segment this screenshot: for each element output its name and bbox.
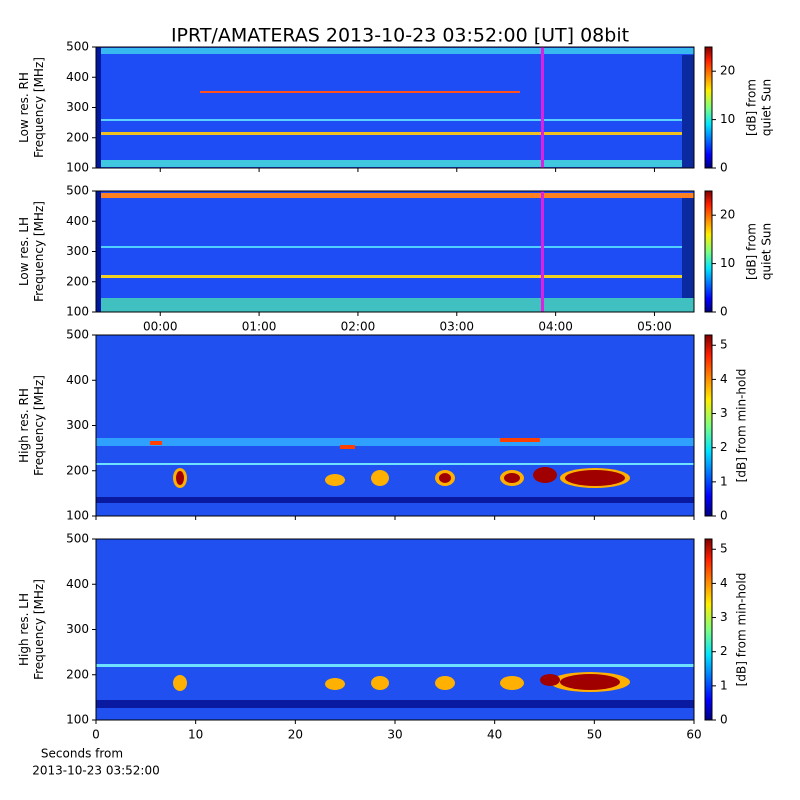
x-tick-label: 02:00 bbox=[341, 320, 376, 334]
colorbar bbox=[704, 334, 713, 517]
y-axis-label: Low res. LH bbox=[17, 217, 31, 286]
colorbar-tick-label: 2 bbox=[720, 644, 728, 658]
colorbar-tick-label: 3 bbox=[720, 406, 728, 420]
x-tick-label: 60 bbox=[686, 728, 701, 742]
y-tick-label: 500 bbox=[66, 328, 89, 342]
colorbar-tick-label: 0 bbox=[720, 713, 728, 727]
spectrogram-texture bbox=[96, 47, 694, 720]
colorbar-tick-label: 0 bbox=[720, 509, 728, 523]
y-tick-label: 300 bbox=[66, 100, 89, 114]
y-axis-label: Low res. RH bbox=[17, 72, 31, 143]
y-tick-label: 400 bbox=[66, 577, 89, 591]
y-tick-label: 200 bbox=[66, 130, 89, 144]
colorbar-tick-label: 0 bbox=[720, 161, 728, 175]
y-tick-label: 200 bbox=[66, 667, 89, 681]
y-tick-label: 200 bbox=[66, 463, 89, 477]
colorbar-tick-label: 5 bbox=[720, 542, 728, 556]
colorbar-label: quiet Sun bbox=[760, 223, 774, 280]
colorbar-tick-label: 4 bbox=[720, 576, 728, 590]
figure-title: IPRT/AMATERAS 2013-10-23 03:52:00 [UT] 0… bbox=[171, 25, 629, 47]
colorbar-label: [dB] from min-hold bbox=[735, 369, 749, 483]
x-tick-label: 04:00 bbox=[538, 320, 573, 334]
y-tick-label: 500 bbox=[66, 40, 89, 54]
x-tick-label: 03:00 bbox=[439, 320, 474, 334]
x-tick-label: 00:00 bbox=[143, 320, 178, 334]
colorbar bbox=[704, 46, 713, 169]
y-axis-label: Frequency [MHz] bbox=[32, 579, 46, 680]
x-tick-label: 30 bbox=[387, 728, 402, 742]
colorbar-tick-label: 10 bbox=[720, 112, 735, 126]
x-tick-label: 0 bbox=[92, 728, 100, 742]
y-tick-label: 100 bbox=[66, 713, 89, 727]
y-tick-label: 300 bbox=[66, 622, 89, 636]
x-tick-label: 05:00 bbox=[637, 320, 672, 334]
y-tick-label: 300 bbox=[66, 418, 89, 432]
y-axis-label: High res. LH bbox=[17, 593, 31, 666]
colorbar-tick-label: 1 bbox=[720, 678, 728, 692]
y-tick-label: 400 bbox=[66, 70, 89, 84]
colorbar-tick-label: 0 bbox=[720, 305, 728, 319]
y-tick-label: 200 bbox=[66, 274, 89, 288]
x-axis-label: Seconds from bbox=[41, 747, 123, 761]
y-axis-label: Frequency [MHz] bbox=[32, 375, 46, 476]
colorbar-tick-label: 20 bbox=[720, 208, 735, 222]
colorbar-tick-label: 20 bbox=[720, 64, 735, 78]
colorbar-tick-label: 5 bbox=[720, 338, 728, 352]
colorbar-tick-label: 10 bbox=[720, 256, 735, 270]
colorbar-tick-label: 3 bbox=[720, 610, 728, 624]
x-axis-label: 2013-10-23 03:52:00 bbox=[32, 764, 159, 778]
x-tick-label: 40 bbox=[487, 728, 502, 742]
colorbar-label: quiet Sun bbox=[760, 79, 774, 136]
y-tick-label: 100 bbox=[66, 161, 89, 175]
y-axis-label: Frequency [MHz] bbox=[32, 201, 46, 302]
y-tick-label: 500 bbox=[66, 532, 89, 546]
y-tick-label: 100 bbox=[66, 305, 89, 319]
y-axis-label: High res. RH bbox=[17, 388, 31, 463]
colorbar-tick-label: 2 bbox=[720, 440, 728, 454]
y-tick-label: 100 bbox=[66, 509, 89, 523]
x-tick-label: 50 bbox=[587, 728, 602, 742]
x-tick-label: 20 bbox=[288, 728, 303, 742]
y-tick-label: 300 bbox=[66, 244, 89, 258]
colorbar-label: [dB] from bbox=[745, 223, 759, 280]
colorbar bbox=[704, 538, 713, 721]
y-tick-label: 400 bbox=[66, 373, 89, 387]
colorbar-label: [dB] from min-hold bbox=[735, 573, 749, 687]
y-axis-label: Frequency [MHz] bbox=[32, 57, 46, 158]
y-tick-label: 500 bbox=[66, 184, 89, 198]
colorbar-tick-label: 1 bbox=[720, 474, 728, 488]
y-tick-label: 400 bbox=[66, 214, 89, 228]
colorbar-label: [dB] from bbox=[745, 79, 759, 136]
colorbar bbox=[704, 190, 713, 313]
x-tick-label: 01:00 bbox=[242, 320, 277, 334]
x-tick-label: 10 bbox=[188, 728, 203, 742]
colorbar-tick-label: 4 bbox=[720, 372, 728, 386]
